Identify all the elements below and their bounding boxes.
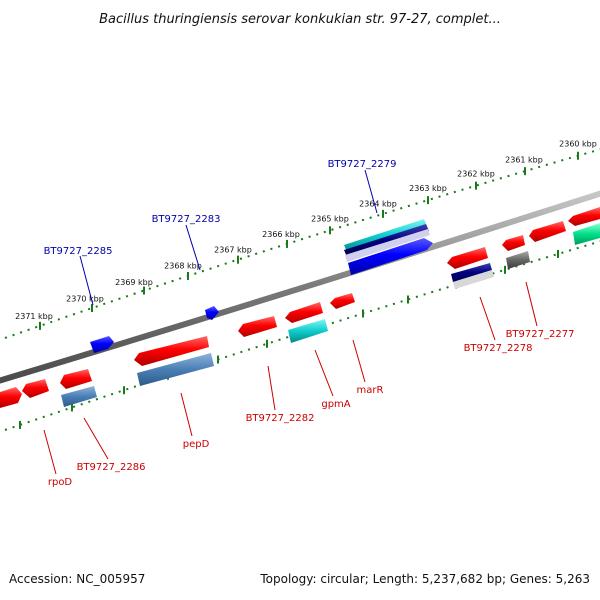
label-leaders: [43, 169, 538, 475]
scale-tick-label: 2369 kbp: [115, 278, 153, 287]
gene-feature-red-marR[interactable]: [330, 293, 355, 309]
gene-feature-light-2278[interactable]: [453, 270, 494, 289]
topology-summary-text: Topology: circular; Length: 5,237,682 bp…: [260, 572, 590, 586]
genome-backbone: [0, 190, 600, 384]
gene-label-bottom[interactable]: gpmA: [321, 399, 350, 410]
gene-label-bottom[interactable]: BT9727_2286: [77, 462, 146, 473]
gene-feature-red-5[interactable]: [285, 302, 323, 323]
map-title: Bacillus thuringiensis serovar konkukian…: [99, 12, 501, 27]
gene-feature-red-1[interactable]: [0, 387, 22, 408]
upper-scale-arc: [4, 148, 600, 339]
scale-tick-label: 2364 kbp: [359, 199, 397, 208]
gene-label-bottom[interactable]: pepD: [183, 439, 210, 450]
gene-feature-blue-forward[interactable]: [348, 238, 433, 275]
gene-feature-light-top[interactable]: [345, 229, 430, 262]
scale-tick-label: 2367 kbp: [214, 245, 252, 254]
gene-feature-gray-2277[interactable]: [506, 251, 530, 269]
gene-feature-steel-pepD[interactable]: [137, 353, 214, 386]
scale-tick-label: 2370 kbp: [66, 294, 104, 303]
gene-features: [0, 207, 600, 408]
scale-tick-label: 2363 kbp: [409, 184, 447, 193]
gene-label-top[interactable]: BT9727_2279: [328, 159, 397, 170]
gene-feature-cyan-gpmA[interactable]: [288, 319, 328, 343]
gene-feature-red-2282[interactable]: [238, 316, 277, 337]
gene-feature-red-2278[interactable]: [447, 247, 488, 269]
gene-label-bottom[interactable]: BT9727_2282: [246, 413, 315, 424]
gene-feature-navy-2278[interactable]: [451, 263, 492, 282]
gene-feature-blue-2285[interactable]: [90, 336, 114, 353]
scale-tick-label: 2362 kbp: [457, 170, 495, 179]
gene-label-bottom[interactable]: rpoD: [48, 477, 73, 488]
scale-tick-label: 2368 kbp: [164, 262, 202, 271]
gene-feature-red-pepD[interactable]: [134, 336, 209, 366]
gene-feature-red-8[interactable]: [529, 221, 566, 242]
scale-tick-label: 2371 kbp: [15, 312, 53, 321]
gene-label-bottom[interactable]: BT9727_2277: [506, 329, 575, 340]
gene-feature-red-3[interactable]: [60, 369, 92, 389]
gene-feature-red-2277[interactable]: [502, 235, 525, 251]
gene-label-bottom[interactable]: marR: [357, 385, 384, 396]
scale-tick-label: 2365 kbp: [311, 214, 349, 223]
scale-tick-label: 2360 kbp: [559, 140, 597, 149]
gene-feature-steel-2286[interactable]: [61, 386, 97, 407]
scale-tick-label: 2366 kbp: [262, 230, 300, 239]
gene-feature-blue-small[interactable]: [205, 306, 219, 320]
gene-feature-red-2[interactable]: [22, 379, 49, 398]
gene-feature-seagreen[interactable]: [573, 223, 600, 245]
gene-label-top[interactable]: BT9727_2285: [44, 246, 113, 257]
scale-tick-label: 2361 kbp: [505, 155, 543, 164]
scale-tick-labels: 2360 kbp 2361 kbp 2362 kbp 2363 kbp 2364 kbp…: [15, 140, 597, 321]
accession-text: Accession: NC_005957: [9, 572, 146, 586]
gene-labels: BT9727_2279 BT9727_2283 BT9727_2285 rpoD…: [44, 159, 575, 488]
gene-label-bottom[interactable]: BT9727_2278: [464, 343, 533, 354]
gene-label-top[interactable]: BT9727_2283: [152, 214, 221, 225]
gene-feature-red-9[interactable]: [568, 207, 600, 226]
upper-scale-ticks: [39, 151, 579, 330]
